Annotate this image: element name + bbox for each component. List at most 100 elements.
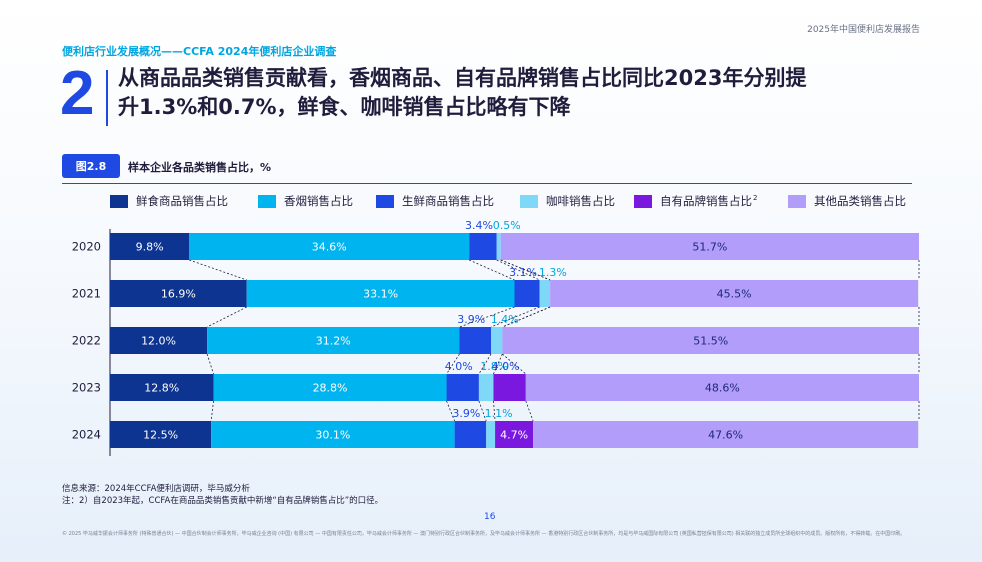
data-label: 51.7%	[692, 241, 727, 254]
data-label: 34.6%	[312, 241, 347, 254]
data-label: 48.6%	[705, 382, 740, 395]
bar-segment	[110, 327, 208, 354]
bar-segment	[493, 374, 526, 401]
data-label: 3.4%	[465, 219, 493, 232]
bar-segment	[110, 421, 212, 448]
figure-notes: 信息来源：2024年CCFA便利店调研，毕马威分析 注：2）自2023年起，CC…	[62, 483, 383, 507]
data-label: 4.7%	[500, 429, 528, 442]
connector-line	[500, 259, 551, 281]
headline-line-1: 从商品品类销售贡献看，香烟商品、自有品牌销售占比同比2023年分别提	[118, 66, 807, 90]
data-label: 45.5%	[717, 288, 752, 301]
data-label: 12.8%	[144, 382, 179, 395]
data-label: 51.5%	[693, 335, 728, 348]
bar-segment	[469, 233, 497, 260]
legend-label-coffee: 咖啡销售占比	[546, 194, 615, 208]
data-label: 12.0%	[141, 335, 176, 348]
y-tick-label: 2023	[72, 381, 101, 395]
bar-segment	[110, 233, 190, 260]
bar-segment	[514, 280, 540, 307]
data-label: 31.2%	[316, 335, 351, 348]
connector-line	[493, 400, 496, 422]
legend-item-coffee: 咖啡销售占比	[520, 192, 615, 210]
bar-segment	[213, 374, 447, 401]
bar-segment	[495, 421, 534, 448]
source-note: 信息来源：2024年CCFA便利店调研，毕马威分析	[62, 484, 250, 494]
bar-segment	[110, 280, 247, 307]
bar-segment	[486, 421, 496, 448]
y-tick-label: 2022	[72, 334, 101, 348]
legend-label-other: 其他品类销售占比	[814, 194, 906, 208]
bar-segment	[525, 374, 919, 401]
chart-legend: 鲜食商品销售占比 香烟销售占比 生鲜商品销售占比 咖啡销售占比 自有品牌销售占比…	[110, 192, 920, 210]
data-label: 3.9%	[452, 407, 480, 420]
data-label: 3.9%	[457, 313, 485, 326]
figure-title: 样本企业各品类销售占比，%	[128, 161, 272, 174]
bar-segment	[502, 327, 919, 354]
legend-label-private-label-text: 自有品牌销售占比	[660, 194, 752, 208]
data-label: 1.3%	[539, 266, 567, 279]
data-label: 9.8%	[136, 241, 164, 254]
legend-item-private-label: 自有品牌销售占比2	[634, 192, 757, 210]
bar-segment	[211, 421, 455, 448]
legend-item-produce: 生鲜商品销售占比	[376, 192, 494, 210]
legend-label-cigarette: 香烟销售占比	[284, 194, 353, 208]
connector-line	[478, 400, 487, 422]
page-headline: 从商品品类销售贡献看，香烟商品、自有品牌销售占比同比2023年分别提 升1.3%…	[118, 64, 918, 122]
data-label: 4.0%	[492, 360, 520, 373]
section-kicker: 便利店行业发展概况——CCFA 2024年便利店企业调查	[62, 45, 337, 58]
legend-item-fresh-food: 鲜食商品销售占比	[110, 192, 228, 210]
legend-label-private-label: 自有品牌销售占比2	[660, 193, 757, 209]
headline-line-2: 升1.3%和0.7%，鲜食、咖啡销售占比略有下降	[118, 95, 571, 119]
bar-segment	[207, 327, 460, 354]
y-tick-label: 2020	[72, 240, 101, 254]
connector-line	[502, 306, 551, 328]
bar-segment	[491, 327, 503, 354]
data-label: 30.1%	[315, 429, 350, 442]
legend-footnote-marker: 2	[753, 194, 758, 203]
connector-line	[469, 259, 515, 281]
data-label: 16.9%	[161, 288, 196, 301]
connector-line	[502, 353, 527, 375]
data-label: 1.1%	[485, 407, 513, 420]
bar-segment	[478, 374, 494, 401]
legend-label-fresh-food: 鲜食商品销售占比	[136, 194, 228, 208]
report-title: 2025年中国便利店发展报告	[807, 25, 920, 35]
data-label: 47.6%	[708, 429, 743, 442]
bar-segment	[110, 374, 214, 401]
legend-swatch-produce	[376, 194, 394, 208]
data-label: 28.8%	[313, 382, 348, 395]
bar-segment	[446, 374, 479, 401]
legend-swatch-private-label	[634, 194, 652, 208]
data-label: 33.1%	[363, 288, 398, 301]
bar-segment	[246, 280, 515, 307]
page-number: 16	[484, 512, 496, 522]
connector-line	[446, 400, 456, 422]
connector-line	[459, 306, 515, 328]
connector-line	[210, 400, 214, 422]
copyright-disclaimer: © 2025 毕马威华振会计师事务所 (特殊普通合伙) — 中国合伙制会计师事务…	[62, 531, 906, 537]
data-label: 1.8%	[480, 360, 508, 373]
bar-segment	[500, 233, 919, 260]
connector-line	[206, 353, 214, 375]
bar-segment	[454, 421, 487, 448]
figure-badge: 图2.8	[62, 154, 120, 178]
connector-line	[206, 306, 247, 328]
footnote: 注：2）自2023年起，CCFA在商品品类销售贡献中新增“自有品牌销售占比”的口…	[62, 496, 384, 506]
data-label: 12.5%	[143, 429, 178, 442]
y-tick-label: 2024	[72, 428, 101, 442]
bar-segment	[189, 233, 470, 260]
connector-line	[189, 259, 247, 281]
connector-line	[525, 400, 534, 422]
data-label: 4.0%	[445, 360, 473, 373]
y-tick-label: 2021	[72, 287, 101, 301]
bar-segment	[496, 233, 501, 260]
section-number-rule	[106, 70, 108, 126]
connector-line	[490, 306, 540, 328]
legend-item-other: 其他品类销售占比	[788, 192, 906, 210]
legend-swatch-coffee	[520, 194, 538, 208]
legend-swatch-fresh-food	[110, 194, 128, 208]
section-number: 2	[60, 59, 95, 128]
data-label: 0.5%	[493, 219, 521, 232]
legend-item-cigarette: 香烟销售占比	[258, 192, 353, 210]
